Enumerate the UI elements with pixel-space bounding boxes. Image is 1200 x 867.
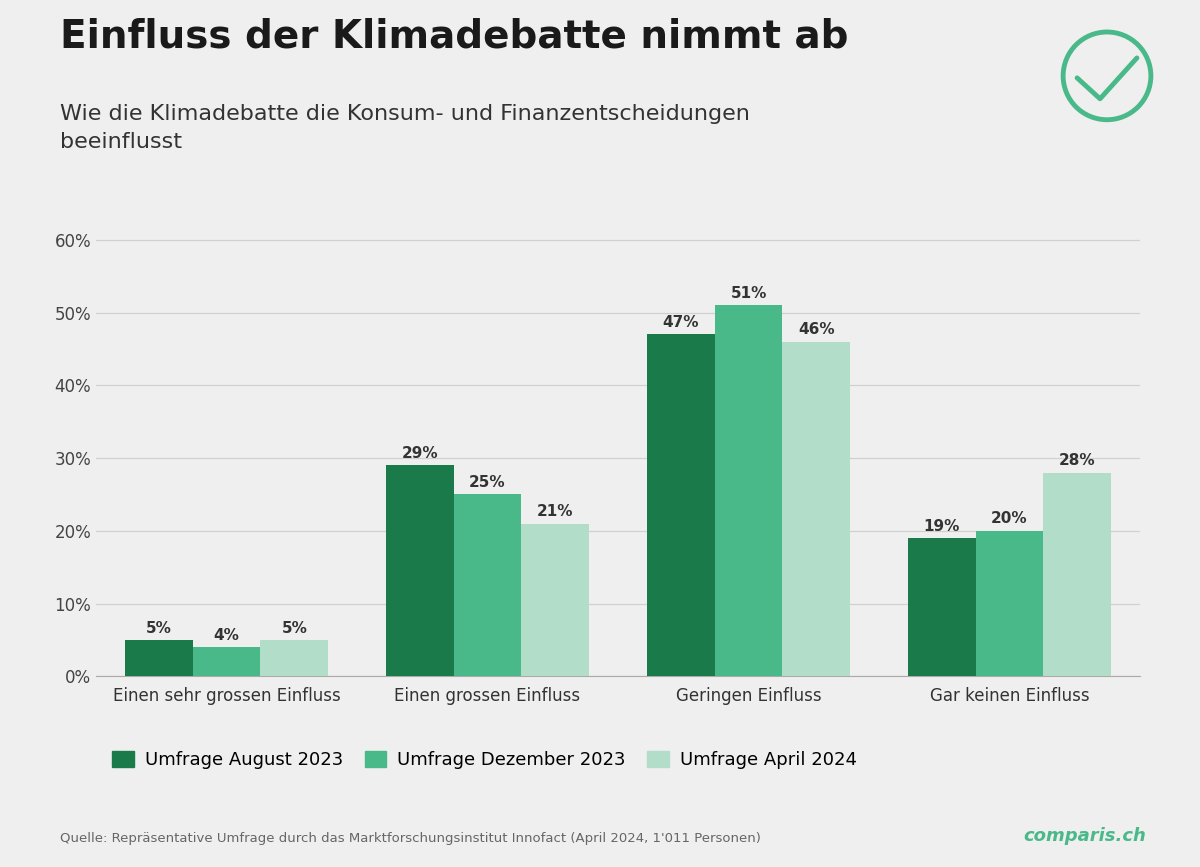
Text: 28%: 28% bbox=[1060, 453, 1096, 468]
Legend: Umfrage August 2023, Umfrage Dezember 2023, Umfrage April 2024: Umfrage August 2023, Umfrage Dezember 20… bbox=[106, 744, 864, 777]
Text: Quelle: Repräsentative Umfrage durch das Marktforschungsinstitut Innofact (April: Quelle: Repräsentative Umfrage durch das… bbox=[60, 832, 761, 845]
Bar bbox=[522, 524, 589, 676]
Bar bbox=[647, 335, 714, 676]
Text: 4%: 4% bbox=[214, 628, 240, 642]
Bar bbox=[1044, 473, 1111, 676]
Bar bbox=[192, 647, 260, 676]
Text: comparis.ch: comparis.ch bbox=[1024, 827, 1146, 845]
Text: 46%: 46% bbox=[798, 323, 835, 337]
Text: 19%: 19% bbox=[924, 518, 960, 534]
Text: 25%: 25% bbox=[469, 475, 506, 490]
Bar bbox=[907, 538, 976, 676]
Bar bbox=[125, 640, 192, 676]
Bar bbox=[385, 466, 454, 676]
Text: Einfluss der Klimadebatte nimmt ab: Einfluss der Klimadebatte nimmt ab bbox=[60, 17, 848, 55]
Text: 47%: 47% bbox=[662, 315, 698, 330]
Text: 51%: 51% bbox=[731, 286, 767, 301]
Text: 5%: 5% bbox=[282, 621, 307, 636]
Text: Wie die Klimadebatte die Konsum- und Finanzentscheidungen
beeinflusst: Wie die Klimadebatte die Konsum- und Fin… bbox=[60, 104, 750, 152]
Text: 21%: 21% bbox=[538, 505, 574, 519]
Bar bbox=[714, 305, 782, 676]
Text: 20%: 20% bbox=[991, 512, 1028, 526]
Text: 5%: 5% bbox=[145, 621, 172, 636]
Bar bbox=[260, 640, 329, 676]
Text: 29%: 29% bbox=[401, 446, 438, 461]
Bar bbox=[976, 531, 1044, 676]
Bar bbox=[454, 494, 522, 676]
Bar bbox=[782, 342, 851, 676]
